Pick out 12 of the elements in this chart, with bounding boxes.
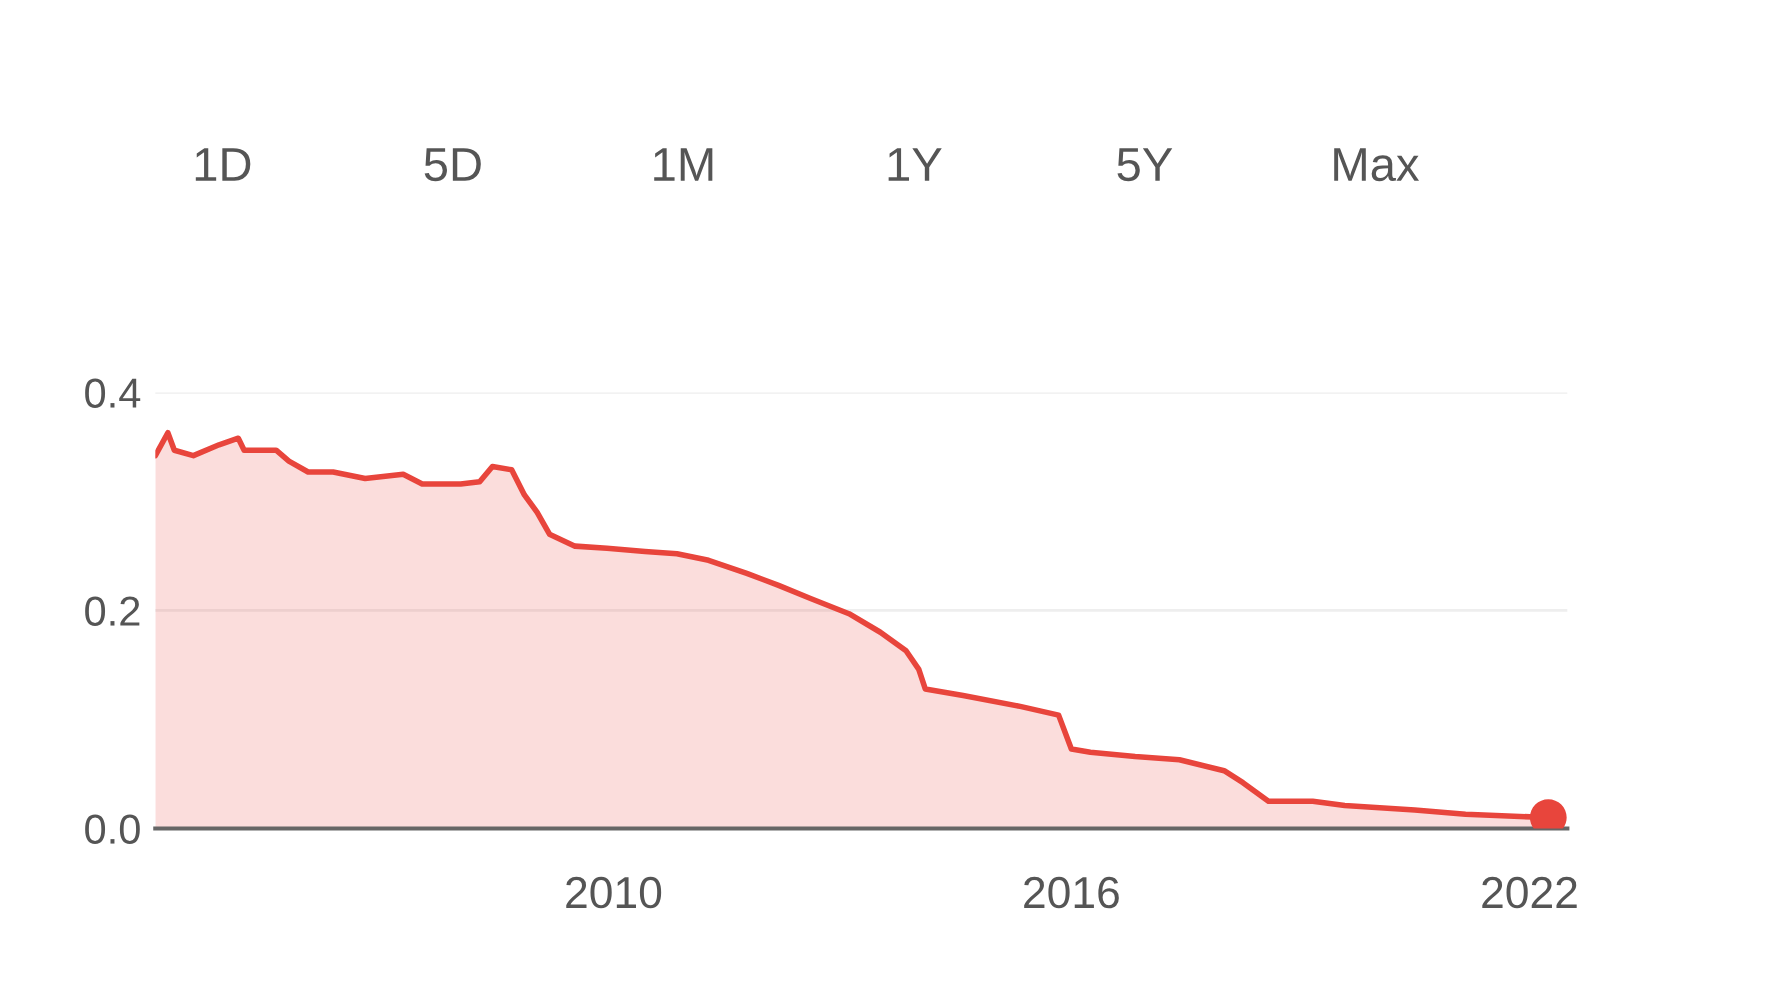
text: 1M <box>654 148 713 181</box>
y-tick-label: 0.4 <box>85 378 141 408</box>
text: 5Y <box>1117 148 1173 182</box>
text: Max <box>1334 148 1420 182</box>
text: 1D <box>195 148 251 181</box>
x-tick-label: 2022 <box>1482 876 1577 909</box>
text: 5D <box>424 148 481 182</box>
y-tick-label: 0.0 <box>85 814 140 844</box>
text: 1Y <box>888 148 942 181</box>
y-tick-label: 0.2 <box>85 596 140 626</box>
x-tick-label: 2016 <box>1024 876 1119 909</box>
x-tick-label: 2010 <box>566 876 662 909</box>
